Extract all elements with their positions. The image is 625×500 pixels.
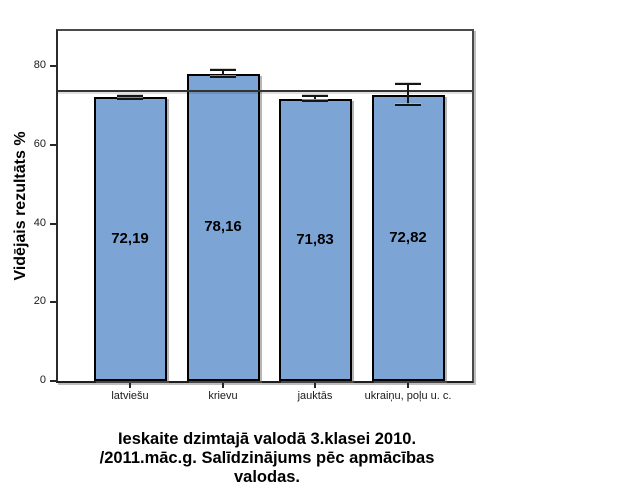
y-axis-tick xyxy=(50,301,56,304)
bar-2 xyxy=(278,98,352,381)
x-axis-tick xyxy=(222,383,224,388)
category-label: krievu xyxy=(208,390,238,402)
bar-value-label: 72,19 xyxy=(111,230,149,247)
error-bar-stem xyxy=(407,84,409,106)
bar-1 xyxy=(186,73,260,381)
y-axis-title: Vidējais rezultāts % xyxy=(12,131,29,281)
error-bar-top-cap xyxy=(395,83,421,85)
bar-3 xyxy=(371,94,445,381)
x-axis-tick xyxy=(407,383,409,388)
y-axis-tick xyxy=(50,222,56,225)
error-bar-stem xyxy=(314,95,316,102)
error-bar-top-cap xyxy=(117,94,143,97)
error-bar-top-cap xyxy=(302,94,328,97)
bar-value-label: 72,82 xyxy=(389,229,427,246)
error-bar-bottom-cap xyxy=(395,104,421,107)
category-label: jauktās xyxy=(297,390,333,402)
x-axis-tick xyxy=(314,383,316,388)
bar-value-label: 71,83 xyxy=(296,231,334,248)
y-axis-tick xyxy=(50,144,56,147)
error-bar-bottom-cap xyxy=(117,97,143,100)
y-axis-tick-label: 0 xyxy=(39,374,46,386)
y-axis-tick-label: 20 xyxy=(33,295,46,308)
y-axis-tick xyxy=(50,380,56,382)
error-bar-top-cap xyxy=(210,69,236,72)
error-bar-stem xyxy=(129,95,131,99)
category-label: latviešu xyxy=(111,390,149,402)
y-axis-tick-label: 40 xyxy=(33,216,46,229)
x-axis-tick xyxy=(129,383,131,388)
error-bar-stem xyxy=(222,70,224,78)
y-axis-tick-label: 80 xyxy=(33,59,46,72)
category-label: ukraiņu, poļu u. c. xyxy=(364,390,452,402)
bar-value-label: 78,16 xyxy=(204,218,242,235)
reference-line xyxy=(58,89,472,92)
plot-area: 0 20 40 60 80 72,19 latviešu 78,16 krievu 71,83 ja… xyxy=(34,29,474,402)
bar-0 xyxy=(93,97,167,381)
chart-title: Ieskaite dzimtajā valodā 3.klasei 2010. … xyxy=(99,430,435,486)
error-bar-bottom-cap xyxy=(302,100,328,103)
y-axis-tick-label: 60 xyxy=(33,138,46,151)
y-axis-tick xyxy=(50,65,56,68)
error-bar-bottom-cap xyxy=(210,76,236,79)
